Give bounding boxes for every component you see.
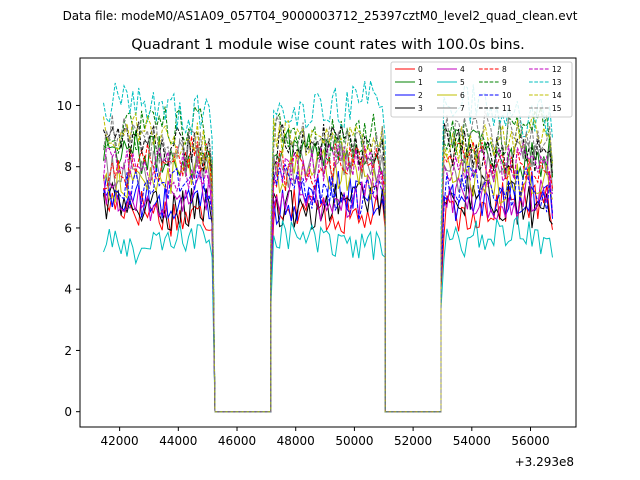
legend-label-module-8: 8 [502, 65, 507, 74]
x-axis: 42000 44000 46000 48000 50000 52000 54000 56000 [101, 427, 550, 448]
legend-label-module-1: 1 [418, 78, 423, 87]
legend-label-module-0: 0 [418, 65, 423, 74]
series-line-module-14 [103, 111, 553, 413]
legend-label-module-2: 2 [418, 91, 423, 100]
legend-label-module-12: 12 [552, 65, 562, 74]
legend-label-module-10: 10 [502, 91, 512, 100]
y-tick-label: 4 [64, 283, 72, 297]
y-tick-label: 2 [64, 344, 72, 358]
x-tick-label: 50000 [335, 434, 373, 448]
legend-label-module-14: 14 [552, 91, 562, 100]
legend-label-module-11: 11 [502, 104, 512, 113]
series-line-module-8 [103, 136, 553, 413]
x-tick-label: 46000 [218, 434, 256, 448]
legend-label-module-13: 13 [552, 78, 562, 87]
legend-label-module-5: 5 [460, 78, 465, 87]
series-line-module-0 [103, 182, 553, 413]
chart-title: Quadrant 1 module wise count rates with … [131, 37, 525, 53]
legend-label-module-9: 9 [502, 78, 507, 87]
legend-label-module-7: 7 [460, 104, 465, 113]
legend-label-module-15: 15 [552, 104, 562, 113]
x-tick-label: 44000 [159, 434, 197, 448]
x-tick-label: 42000 [101, 434, 139, 448]
plot-frame [79, 57, 577, 428]
y-tick-label: 10 [57, 99, 72, 113]
x-tick-label: 52000 [394, 434, 432, 448]
legend-label-module-6: 6 [460, 91, 465, 100]
series-line-module-2 [103, 171, 553, 413]
x-tick-label: 48000 [277, 434, 315, 448]
series-layer [103, 80, 553, 413]
y-tick-label: 0 [64, 405, 72, 419]
y-tick-label: 6 [64, 221, 72, 235]
series-line-module-15 [103, 110, 553, 413]
series-line-module-9 [103, 105, 553, 413]
series-line-module-5 [103, 215, 553, 413]
y-axis: 0 2 4 6 8 10 [57, 99, 80, 419]
data-file-caption: Data file: modeM0/AS1A09_057T04_90000037… [63, 9, 578, 23]
legend-label-module-4: 4 [460, 65, 465, 74]
series-line-module-11 [103, 121, 553, 413]
series-line-module-13 [103, 80, 553, 413]
series-line-module-10 [103, 164, 553, 413]
series-line-module-3 [103, 174, 553, 413]
legend-box [390, 61, 573, 118]
series-line-module-4 [103, 170, 553, 413]
series-line-module-12 [103, 141, 553, 413]
x-tick-label: 54000 [453, 434, 491, 448]
y-tick-label: 8 [64, 160, 72, 174]
x-tick-label: 56000 [511, 434, 549, 448]
legend-label-module-3: 3 [418, 104, 423, 113]
x-offset-label: +3.293e8 [515, 455, 574, 469]
